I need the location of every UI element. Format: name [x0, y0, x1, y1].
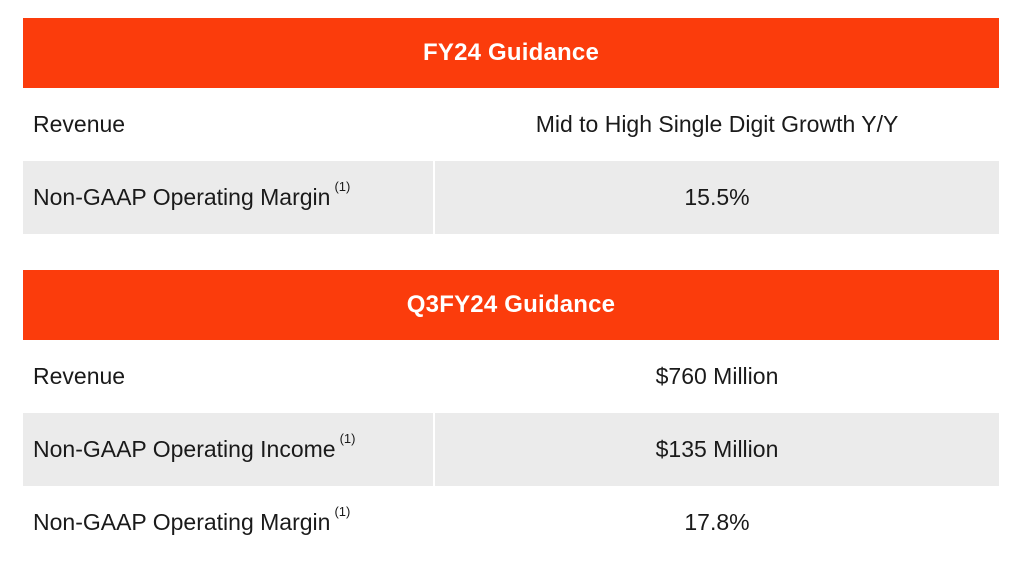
row-value: $135 Million	[655, 436, 779, 462]
row-value: 15.5%	[684, 184, 750, 210]
row-value: Mid to High Single Digit Growth Y/Y	[535, 111, 899, 137]
row-label: Non-GAAP Operating Income	[33, 436, 336, 462]
cell-divider	[433, 161, 435, 234]
cell-divider	[433, 413, 435, 486]
table-row: Non-GAAP Operating Margin (1) 15.5%	[23, 161, 999, 234]
table-header: FY24 Guidance	[23, 18, 999, 88]
footnote-marker: (1)	[339, 431, 356, 446]
row-label: Revenue	[33, 111, 126, 137]
row-label-cell: Revenue	[23, 88, 433, 161]
footnote-marker: (1)	[334, 504, 351, 519]
row-label-cell: Non-GAAP Operating Margin (1)	[23, 486, 433, 559]
table-row: Revenue $760 Million	[23, 340, 999, 413]
row-value: $760 Million	[655, 363, 779, 389]
fy24-guidance-table: FY24 Guidance Revenue Mid to High Single…	[23, 18, 999, 234]
q3fy24-guidance-table: Q3FY24 Guidance Revenue $760 Million Non…	[23, 270, 999, 559]
table-header: Q3FY24 Guidance	[23, 270, 999, 340]
row-label-cell: Non-GAAP Operating Margin (1)	[23, 161, 433, 234]
table-row: Revenue Mid to High Single Digit Growth …	[23, 88, 999, 161]
row-label-cell: Non-GAAP Operating Income (1)	[23, 413, 433, 486]
row-label: Revenue	[33, 363, 126, 389]
table-row: Non-GAAP Operating Income (1) $135 Milli…	[23, 413, 999, 486]
row-value: 17.8%	[684, 509, 750, 535]
row-label: Non-GAAP Operating Margin	[33, 184, 331, 210]
row-label: Non-GAAP Operating Margin	[33, 509, 331, 535]
table-row: Non-GAAP Operating Margin (1) 17.8%	[23, 486, 999, 559]
row-label-cell: Revenue	[23, 340, 433, 413]
footnote-marker: (1)	[334, 179, 351, 194]
